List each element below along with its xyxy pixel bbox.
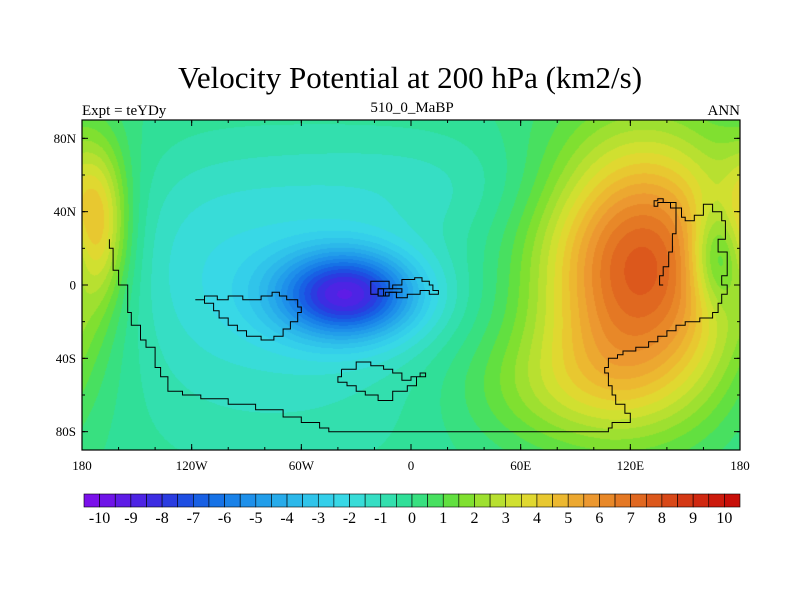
- x-tick-label-2: 60W: [289, 458, 315, 473]
- colorbar-box-19: [380, 493, 397, 508]
- colorbar-box-6: [177, 493, 194, 508]
- colorbar-box-35: [630, 493, 647, 508]
- colorbar-label-11: 1: [439, 510, 447, 527]
- colorbar-label-2: -8: [155, 510, 168, 527]
- y-tick-label-0: 80N: [54, 131, 77, 146]
- colorbar-box-40: [708, 493, 725, 508]
- colorbar: -10 -9 -8 -7 -6 -5 -4 -3 -2 -1 0 1 2 3 4 5 6 7 8 9 10: [83, 493, 741, 527]
- colorbar-box-3: [130, 493, 147, 508]
- colorbar-box-12: [271, 493, 288, 508]
- coastline-0: [108, 198, 728, 433]
- colorbar-label-15: 5: [564, 510, 572, 527]
- colorbar-box-20: [396, 493, 413, 508]
- colorbar-label-5: -5: [249, 510, 262, 527]
- coastline-layer: [108, 198, 728, 433]
- x-tick-label-5: 120E: [617, 458, 645, 473]
- x-axis: 180 120W 60W 0 60E 120E 180: [72, 120, 750, 473]
- y-axis: 80N 40N 0 40S 80S: [54, 131, 740, 439]
- coastline-2: [195, 291, 302, 341]
- coastline-4: [377, 277, 439, 299]
- y-tick-label-2: 0: [70, 278, 77, 293]
- colorbar-box-1: [99, 493, 116, 508]
- colorbar-box-21: [411, 493, 428, 508]
- colorbar-box-25: [474, 493, 491, 508]
- coastline-1: [659, 202, 677, 286]
- colorbar-box-36: [645, 493, 663, 508]
- colorbar-box-26: [489, 493, 507, 508]
- colorbar-box-24: [458, 493, 475, 508]
- coastline-5: [337, 361, 427, 401]
- colorbar-label-9: -1: [374, 510, 387, 527]
- y-tick-label-1: 40N: [54, 204, 77, 219]
- colorbar-box-38: [677, 493, 694, 508]
- colorbar-box-18: [364, 493, 382, 508]
- colorbar-box-34: [614, 493, 631, 508]
- contour-field-image: [82, 120, 740, 450]
- colorbar-box-37: [661, 493, 678, 508]
- colorbar-label-10: 0: [408, 510, 416, 527]
- x-tick-label-3: 0: [408, 458, 415, 473]
- x-tick-label-6: 180: [730, 458, 750, 473]
- x-tick-label-1: 120W: [176, 458, 209, 473]
- colorbar-box-0: [83, 493, 100, 508]
- colorbar-box-30: [552, 493, 569, 508]
- colorbar-box-15: [317, 493, 335, 508]
- colorbar-label-19: 9: [689, 510, 697, 527]
- chart-title: Velocity Potential at 200 hPa (km2/s): [178, 60, 642, 95]
- chart-subtitle-right: ANN: [708, 103, 741, 119]
- colorbar-label-17: 7: [627, 510, 635, 527]
- colorbar-box-2: [114, 493, 132, 508]
- colorbar-box-11: [255, 493, 272, 508]
- colorbar-label-4: -6: [218, 510, 231, 527]
- colorbar-box-28: [521, 493, 538, 508]
- colorbar-label-0: -10: [89, 510, 110, 527]
- colorbar-box-4: [146, 493, 163, 508]
- colorbar-box-41: [724, 493, 741, 508]
- colorbar-label-16: 6: [595, 510, 603, 527]
- colorbar-label-8: -2: [343, 510, 356, 527]
- colorbar-label-6: -4: [280, 510, 293, 527]
- colorbar-box-5: [161, 493, 179, 508]
- colorbar-label-7: -3: [312, 510, 325, 527]
- colorbar-box-8: [208, 493, 225, 508]
- colorbar-box-22: [427, 493, 444, 508]
- colorbar-box-9: [224, 493, 241, 508]
- colorbar-box-33: [599, 493, 616, 508]
- colorbar-label-1: -9: [124, 510, 137, 527]
- chart-subtitle-center: 510_0_MaBP: [370, 100, 453, 116]
- colorbar-box-32: [583, 493, 600, 508]
- colorbar-box-29: [536, 493, 553, 508]
- colorbar-label-18: 8: [658, 510, 666, 527]
- x-tick-label-4: 60E: [510, 458, 531, 473]
- colorbar-box-16: [333, 493, 350, 508]
- colorbar-label-3: -7: [187, 510, 200, 527]
- y-tick-label-4: 80S: [56, 424, 76, 439]
- colorbar-box-27: [505, 493, 522, 508]
- contour-field: [82, 120, 740, 450]
- colorbar-label-20: 10: [716, 510, 732, 527]
- colorbar-label-12: 2: [471, 510, 479, 527]
- colorbar-box-31: [567, 493, 585, 508]
- x-tick-label-0: 180: [72, 458, 92, 473]
- colorbar-box-7: [193, 493, 210, 508]
- colorbar-label-14: 4: [533, 510, 541, 527]
- colorbar-box-23: [442, 493, 460, 508]
- colorbar-box-17: [349, 493, 366, 508]
- chart-subtitle-left: Expt = teYDy: [82, 103, 167, 119]
- colorbar-box-14: [302, 493, 319, 508]
- colorbar-box-10: [239, 493, 257, 508]
- y-tick-label-3: 40S: [56, 351, 76, 366]
- colorbar-box-39: [692, 493, 710, 508]
- colorbar-box-13: [286, 493, 303, 508]
- colorbar-label-13: 3: [502, 510, 510, 527]
